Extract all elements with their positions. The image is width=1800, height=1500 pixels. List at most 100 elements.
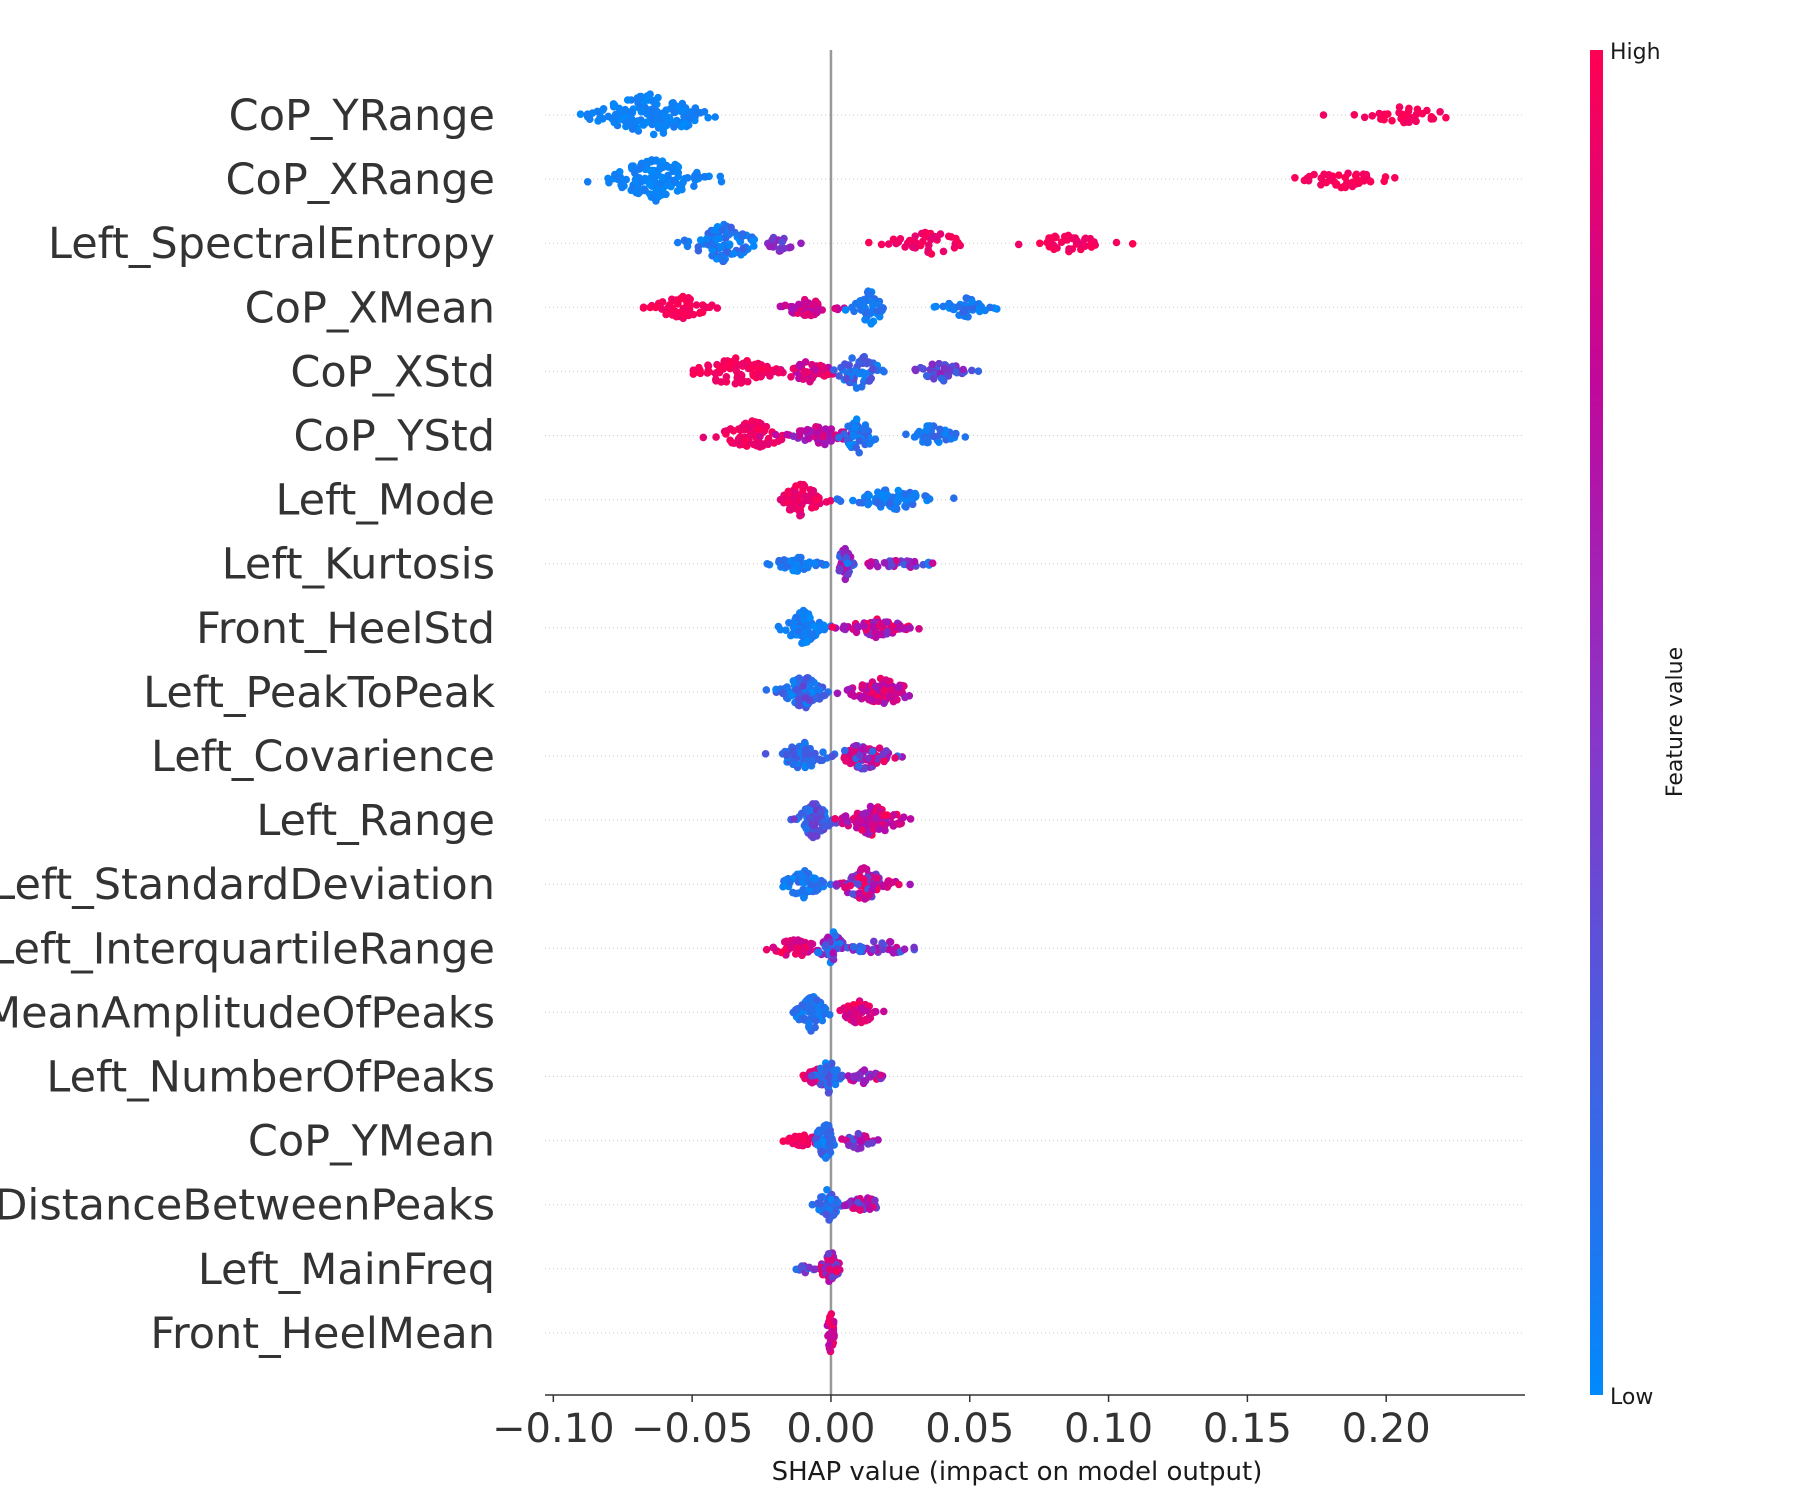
shap-point [1335, 171, 1343, 179]
feature-row-1 [583, 156, 1399, 205]
x-ticks: −0.10 −0.05 0.00 0.05 0.10 0.15 0.20 [492, 1395, 1431, 1452]
shap-point [870, 937, 878, 946]
shap-point [637, 161, 645, 170]
shap-point [800, 893, 808, 902]
shap-point [748, 417, 756, 425]
shap-point [699, 433, 708, 442]
feature-row-18 [792, 1249, 844, 1285]
shap-point [856, 947, 864, 956]
shap-point [802, 806, 811, 814]
shap-point [896, 820, 904, 828]
shap-point [825, 1318, 834, 1327]
shap-point [651, 303, 660, 312]
shap-point [789, 760, 797, 768]
shap-point [951, 430, 960, 438]
shap-point [888, 819, 896, 828]
shap-point [633, 187, 641, 195]
shap-point [645, 180, 654, 188]
shap-point [890, 811, 898, 819]
shap-point [1388, 116, 1396, 125]
feature-row-10 [761, 738, 906, 773]
shap-point [848, 873, 856, 881]
feature-row-6 [776, 480, 958, 520]
shap-point [811, 365, 819, 374]
shap-point [902, 503, 910, 511]
shap-point [804, 561, 813, 570]
feature-row-0 [576, 90, 1450, 139]
shap-point [902, 430, 910, 439]
shap-point [762, 686, 771, 694]
shap-point [880, 1007, 888, 1016]
shap-point [668, 311, 677, 319]
shap-point [747, 364, 756, 373]
shap-point [683, 174, 692, 182]
feature-row-7 [763, 544, 937, 584]
shap-point [871, 682, 879, 691]
shap-point [836, 564, 844, 573]
shap-point [789, 432, 798, 441]
x-axis: −0.10 −0.05 0.00 0.05 0.10 0.15 0.20 SHAP valu… [492, 1394, 1525, 1487]
shap-point [889, 949, 898, 957]
shap-point [806, 614, 814, 622]
shap-point [821, 425, 830, 433]
shap-point [647, 168, 656, 176]
shap-point [576, 110, 585, 118]
shap-point [803, 425, 812, 434]
shap-point [968, 366, 976, 375]
shap-point [867, 319, 875, 327]
shap-point [968, 303, 977, 312]
x-tick-label: 0.10 [1064, 1406, 1153, 1452]
x-tick-label: 0.00 [786, 1406, 875, 1452]
colorbar: High Low Feature value [1590, 40, 1688, 1410]
shap-point [941, 429, 949, 438]
shap-point [1291, 174, 1299, 182]
shap-point [835, 372, 843, 380]
shap-point [1112, 238, 1121, 247]
shap-point [901, 243, 909, 251]
shap-point [919, 237, 927, 246]
shap-point [840, 430, 848, 438]
shap-point [884, 240, 893, 248]
shap-point [1359, 170, 1368, 178]
shap-point [776, 435, 785, 444]
shap-point [1128, 240, 1137, 248]
shap-point [763, 560, 771, 568]
shap-point [826, 1265, 834, 1274]
shap-point [852, 443, 860, 452]
shap-point [831, 815, 839, 823]
shap-point [869, 622, 877, 631]
feature-label: Left_StandardDeviation [0, 860, 495, 910]
shap-point [806, 1077, 815, 1086]
shap-point [1412, 117, 1420, 126]
shap-point [802, 302, 810, 311]
shap-point [861, 369, 870, 378]
shap-point [817, 808, 825, 817]
shap-point [793, 560, 801, 569]
shap-point [674, 300, 682, 308]
shap-point [708, 240, 716, 249]
shap-point [715, 368, 724, 377]
shap-point [737, 379, 745, 387]
shap-point [894, 486, 903, 495]
shap-point [598, 106, 607, 114]
feature-labels: CoP_YRange CoP_XRange Left_SpectralEntropy… [0, 91, 495, 1359]
shap-point [879, 945, 887, 954]
shap-point [811, 559, 819, 567]
shap-point [894, 493, 903, 502]
shap-point [824, 1332, 832, 1340]
shap-point [867, 695, 876, 704]
shap-point [802, 311, 810, 319]
shap-point [658, 157, 667, 165]
shap-point [858, 826, 866, 834]
shap-point [910, 557, 919, 566]
shap-point [649, 105, 657, 113]
shap-point [673, 238, 682, 247]
shap-point [825, 1146, 834, 1155]
shap-point [776, 625, 785, 634]
shap-point [680, 119, 689, 128]
shap-point [865, 377, 873, 385]
shap-point [831, 1080, 840, 1089]
feature-label: CoP_XStd [290, 347, 495, 397]
shap-point [883, 628, 891, 636]
shap-point [793, 613, 801, 622]
